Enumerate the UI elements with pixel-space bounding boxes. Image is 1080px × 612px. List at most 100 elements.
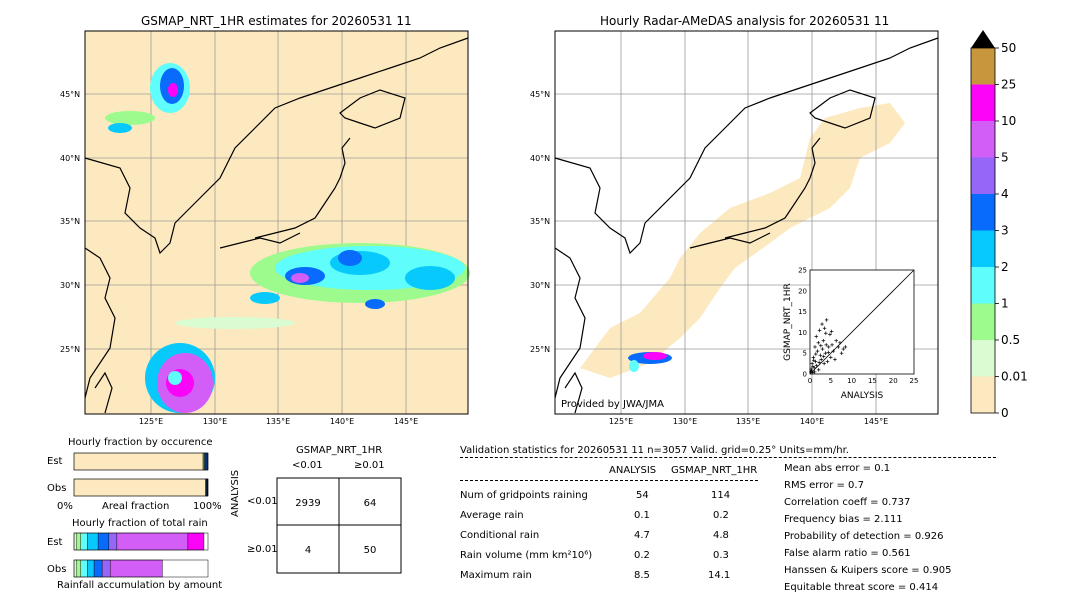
scatter-point [812,370,817,374]
scatter-x-tick: 5 [829,377,833,385]
scatter-point [816,368,821,372]
scatter-point [822,326,827,331]
left-map: 45°N 40°N 35°N 30°N 25°N 125°E 130°E 135… [60,30,470,426]
contingency-table: 2939 64 4 50 [276,477,402,574]
validation-header: Validation statistics for 20260531 11 n=… [460,445,849,456]
contingency-row-axis: ANALYSIS [230,470,241,517]
bar-segment [108,532,118,551]
bar-frame [73,532,209,551]
right-map-title: Hourly Radar-AMeDAS analysis for 2026053… [600,14,890,28]
left-map-lon-labels: 125°E 130°E 135°E 140°E 145°E [139,417,418,426]
total-rain-chart [73,532,209,578]
scatter-y-tick: 0 [803,371,807,379]
colorbar-label: 3 [1001,224,1009,238]
contingency-cell-d: 50 [364,545,377,556]
bar-frame [73,452,209,471]
occurrence-axis-left: 0% [57,501,73,512]
scatter-point [821,354,826,359]
bar-segment [97,532,110,551]
scatter-point [817,360,821,365]
contingency-col-lt: <0.01 [292,460,323,471]
colorbar-segment [971,376,995,413]
scatter-point [824,318,829,322]
total-rain-est-label: Est [47,537,63,548]
r-lon-label-140: 140°E [800,417,824,426]
colorbar-segment [971,230,995,267]
scatter-point [828,332,832,337]
r-lon-label-130: 130°E [673,417,697,426]
scatter-y-ticks: 0 5 10 15 20 25 [798,267,807,379]
scatter-point [831,349,836,353]
stat-row-analysis: 0.1 [634,510,650,521]
bar-segment [93,559,103,578]
contingency-cell-c: 4 [305,545,311,556]
right-map-gridlines [555,31,938,414]
right-map-coastline [554,37,939,414]
colorbar-over-arrow [971,30,995,48]
r-lat-label-45: 45°N [530,90,550,99]
contingency-row-ge: ≥0.01 [247,544,278,555]
scatter-y-tick: 10 [798,329,807,337]
scatter-point [829,355,833,360]
stat-row-gsmap: 0.2 [713,510,729,521]
scatter-x-tick: 15 [868,377,877,385]
occurrence-axis-mid: Areal fraction [102,501,170,512]
total-rain-obs-label: Obs [47,564,67,575]
scatter-point [843,345,848,349]
scatter-point [829,329,834,334]
stat-row-label: Conditional rain [460,530,540,541]
scatter-point [821,338,826,343]
score-line: RMS error = 0.7 [784,480,864,491]
score-line: Hanssen & Kuipers score = 0.905 [784,565,952,576]
validation-col-gsmap: GSMAP_NRT_1HR [671,465,758,476]
scatter-xlabel: ANALYSIS [841,391,884,401]
lon-label-145: 145°E [394,417,418,426]
contingency-cell-a: 2939 [295,498,320,509]
scatter-y-tick: 25 [798,267,807,275]
colorbar-label: 2 [1001,260,1009,274]
validation-divider-top [460,457,996,458]
r-lat-label-35: 35°N [530,217,550,226]
scatter-x-tick: 20 [889,377,898,385]
occurrence-title: Hourly fraction by occurence [68,437,213,448]
colorbar-segment [971,48,995,85]
lat-label-40: 40°N [60,154,80,163]
scatter-y-tick: 15 [798,308,807,316]
bar-segment [101,559,111,578]
bar-segment [80,532,88,551]
contingency-row-lt: <0.01 [247,496,278,507]
colorbar-label: 0.01 [1001,370,1028,384]
scatter-inset: 0 5 10 15 20 25 0 5 10 15 20 25 ANALYSIS GSMAP_NRT… [783,267,918,402]
scatter-point [820,347,825,351]
colorbar-label: 1 [1001,297,1009,311]
r-lon-label-145: 145°E [864,417,888,426]
bar-segment [87,559,95,578]
scatter-y-tick: 5 [803,350,807,358]
colorbar-segments [971,48,995,413]
scatter-point [830,343,834,347]
bar-segment [73,559,77,578]
colorbar-segment [971,157,995,194]
lon-label-135: 135°E [266,417,290,426]
scatter-points [809,318,848,375]
colorbar-segment [971,194,995,231]
scatter-point [817,328,822,333]
colorbar-labels: 0 0.01 0.5 1 2 3 4 5 10 25 50 [995,41,1028,418]
scatter-point [813,345,817,349]
colorbar-label: 0.5 [1001,333,1020,347]
r-lon-label-135: 135°E [736,417,760,426]
score-line: Correlation coeff = 0.737 [784,497,911,508]
occurrence-axis-right: 100% [193,501,222,512]
colorbar-label: 5 [1001,151,1009,165]
lon-label-125: 125°E [139,417,163,426]
occurrence-chart [73,452,209,497]
scatter-point [836,345,841,349]
bar-segment [80,559,88,578]
scatter-point [826,350,831,355]
scatter-y-tick: 20 [798,287,807,295]
scatter-point [811,358,816,363]
lat-label-25: 25°N [60,345,80,354]
occurrence-bars [73,452,209,497]
scatter-point [841,347,846,351]
validation-divider-cols [460,480,758,481]
